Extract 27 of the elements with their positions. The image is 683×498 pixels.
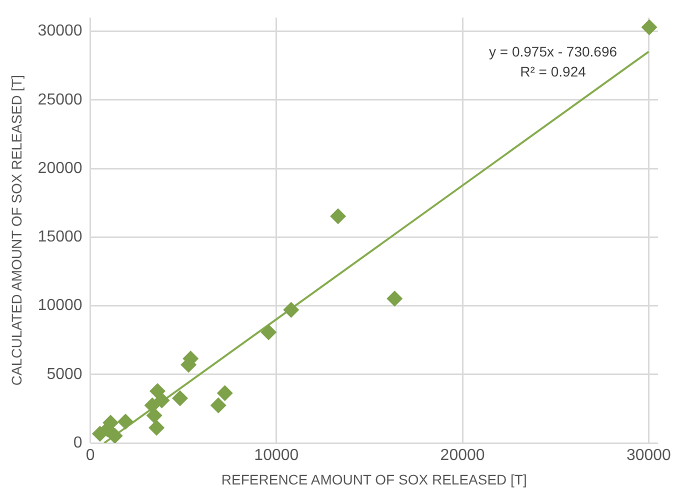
y-axis-title: CALCULATED AMOUNT OF SOX RELEASED [T] — [8, 74, 24, 386]
point — [154, 392, 170, 408]
point — [260, 324, 277, 340]
point — [283, 302, 300, 318]
annotation: R² = 0.924 — [520, 63, 586, 80]
y-tick-label: 25000 — [38, 91, 82, 108]
y-tick-label: 0 — [73, 434, 82, 452]
x-tick-label: 30000 — [626, 447, 672, 464]
point — [641, 19, 658, 36]
x-axis-title: REFERENCE AMOUNT OF SOX RELEASED [T] — [221, 471, 527, 488]
x-tick-label: 20000 — [440, 447, 485, 464]
y-tick-label: 10000 — [38, 297, 82, 314]
point — [330, 208, 346, 224]
y-tick-label: 15000 — [38, 228, 82, 246]
point — [117, 414, 134, 430]
point — [172, 390, 188, 406]
x-tick-label: 0 — [86, 447, 95, 464]
annotation: y = 0.975x - 730.696 — [488, 43, 618, 60]
point — [210, 397, 226, 414]
point — [148, 420, 165, 436]
y-tick-label: 20000 — [38, 160, 82, 177]
point — [386, 290, 403, 307]
point — [146, 408, 162, 424]
y-tick-label: 5000 — [46, 366, 82, 383]
y-tick-label: 30000 — [38, 22, 82, 40]
x-tick-label: 10000 — [254, 447, 299, 464]
point — [216, 385, 233, 402]
